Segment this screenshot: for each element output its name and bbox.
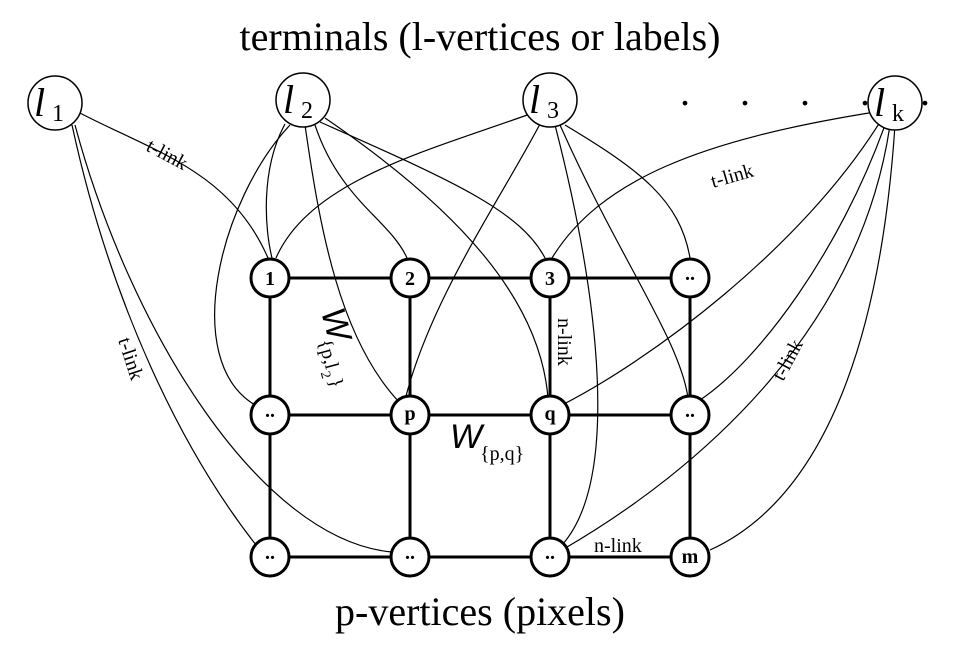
- t-link-label-l1-1: t-link: [143, 135, 192, 175]
- terminal-l3-var: l: [529, 77, 540, 122]
- pixel-node-r0c2: [529, 257, 571, 299]
- t-link-label-lk-3: t-link: [708, 160, 756, 193]
- pixel-node-r2c0: [249, 536, 291, 578]
- pixel-label-r1c2: q: [544, 403, 555, 425]
- t-link-l3-r2c2: [554, 124, 599, 546]
- terminal-ellipsis: . . . . .: [680, 69, 950, 114]
- weight-label-p-l2: W {p,l 2 }: [313, 304, 359, 391]
- weight-pl2-sub-idx: 2: [317, 370, 333, 381]
- pixel-label-r2c0: ..: [265, 542, 275, 564]
- pixel-label-r0c3: ..: [685, 263, 695, 285]
- t-link-l3-1: [275, 113, 531, 259]
- weight-pq-main: W: [450, 418, 485, 456]
- t-link-lk-m: [709, 124, 896, 551]
- weight-label-p-q: W {p,q}: [450, 418, 524, 465]
- t-link-l3-p: [404, 123, 541, 401]
- top-title: terminals (l-vertices or labels): [240, 14, 721, 59]
- t-link-lk-3: [551, 111, 876, 259]
- pixel-labels: 1 2 3 .. .. p q .. .. .. .. m: [265, 263, 699, 568]
- pixel-node-r2c3: [669, 536, 711, 578]
- t-link-l2-1: [265, 123, 286, 259]
- t-link-l3-r1c3: [559, 124, 689, 399]
- t-link-l2-r1c0: [214, 124, 291, 406]
- terminal-lk-var: l: [874, 80, 885, 125]
- terminal-lk: l k: [867, 75, 923, 131]
- terminal-l2-sub: 2: [301, 98, 313, 124]
- pixel-label-r2c2: ..: [545, 542, 555, 564]
- t-link-lk-r1c3: [699, 124, 886, 401]
- terminal-l2: l 2: [275, 72, 331, 128]
- n-link-label-bottom: n-link: [594, 535, 642, 557]
- terminal-l3: l 3: [522, 72, 578, 128]
- terminal-lk-sub: k: [892, 101, 904, 127]
- bottom-title: p-vertices (pixels): [335, 589, 625, 634]
- t-link-l2-2: [314, 124, 408, 259]
- pixel-node-r0c1: [389, 257, 431, 299]
- t-link-l1-r2c0: [71, 124, 261, 551]
- t-link-l2-q: [324, 117, 549, 399]
- t-link-lk-q: [561, 121, 881, 406]
- t-link-l1-r2c1: [74, 124, 393, 553]
- terminal-l1-var: l: [34, 80, 45, 125]
- t-link-l2-3: [319, 121, 546, 259]
- t-link-l3-r0c3: [564, 124, 691, 259]
- pixel-label-r0c1: 2: [405, 268, 415, 290]
- weight-pq-sub: {p,q}: [480, 443, 524, 465]
- pixel-node-r1c0: [249, 394, 291, 436]
- pixel-node-r2c2: [529, 536, 571, 578]
- pixel-node-r2c1: [389, 536, 431, 578]
- n-link-label-vertical: n-link: [553, 318, 575, 366]
- t-link-l1-1: [77, 111, 269, 259]
- terminal-l3-sub: 3: [547, 98, 559, 124]
- pixel-label-r0c2: 3: [545, 268, 555, 290]
- pixel-label-r1c1: p: [404, 403, 415, 425]
- terminal-l1: l 1: [27, 75, 83, 131]
- pixel-node-r1c1: [389, 394, 431, 436]
- t-link-l2-p: [304, 124, 401, 404]
- terminal-l2-var: l: [283, 77, 294, 122]
- t-link-lk-r2c2: [561, 124, 891, 551]
- pixel-node-r0c3: [669, 257, 711, 299]
- t-link-label-l1-side: t-link: [113, 335, 147, 383]
- terminal-l1-sub: 1: [52, 101, 64, 127]
- pixel-label-r2c1: ..: [405, 542, 415, 564]
- pixel-label-r1c3: ..: [685, 400, 695, 422]
- t-link-label-lk-side: t-link: [768, 336, 808, 385]
- pixel-nodes: [249, 257, 711, 578]
- weight-pl2-sub: {p,l: [314, 337, 343, 372]
- pixel-node-r1c2: [529, 394, 571, 436]
- pixel-node-r1c3: [669, 394, 711, 436]
- pixel-node-r0c0: [249, 257, 291, 299]
- terminal-nodes: l 1 l 2 l 3 l k . . . . .: [27, 69, 950, 131]
- pixel-label-r2c3: m: [682, 546, 699, 568]
- pixel-label-r1c0: ..: [265, 400, 275, 422]
- t-links: [71, 111, 896, 553]
- pixel-label-r0c0: 1: [265, 268, 275, 290]
